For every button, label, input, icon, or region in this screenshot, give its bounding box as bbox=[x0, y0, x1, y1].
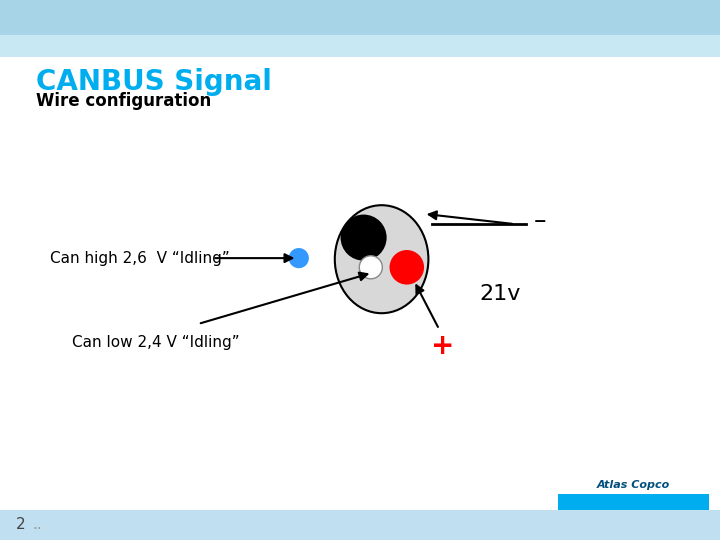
Text: Wire configuration: Wire configuration bbox=[36, 92, 211, 110]
Text: 21v: 21v bbox=[480, 284, 521, 305]
Bar bbox=[0, 35, 720, 57]
Text: Can low 2,4 V “Idling”: Can low 2,4 V “Idling” bbox=[72, 335, 240, 350]
Ellipse shape bbox=[335, 205, 428, 313]
Ellipse shape bbox=[341, 214, 387, 261]
Bar bbox=[0, 0, 720, 35]
Text: ..: .. bbox=[32, 517, 42, 532]
Ellipse shape bbox=[289, 248, 309, 268]
Text: +: + bbox=[431, 332, 454, 360]
Text: CANBUS Signal: CANBUS Signal bbox=[36, 68, 272, 96]
Text: Can high 2,6  V “Idling”: Can high 2,6 V “Idling” bbox=[50, 251, 230, 266]
Ellipse shape bbox=[390, 250, 424, 285]
Text: 2: 2 bbox=[16, 517, 25, 532]
Bar bbox=[0, 510, 720, 540]
Text: –: – bbox=[534, 210, 546, 233]
Ellipse shape bbox=[359, 256, 382, 279]
Bar bbox=[558, 494, 709, 510]
Text: Atlas Copco: Atlas Copco bbox=[597, 480, 670, 490]
